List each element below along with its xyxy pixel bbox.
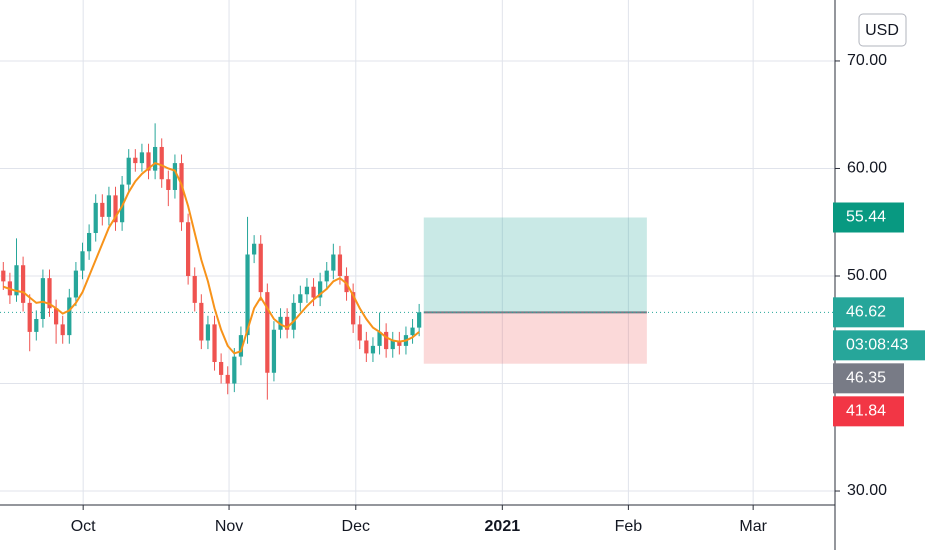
candle-body xyxy=(245,254,250,336)
candle-body xyxy=(238,335,244,357)
stop-zone xyxy=(423,312,647,364)
candle-body xyxy=(166,179,171,190)
candle-body xyxy=(271,329,277,373)
x-tick-label: Feb xyxy=(615,518,643,535)
candle-body xyxy=(384,331,389,350)
candle-body xyxy=(212,324,217,363)
candle-body xyxy=(351,292,356,325)
candle-body xyxy=(377,331,382,346)
candle-body xyxy=(304,286,310,295)
candle-body xyxy=(20,265,26,303)
x-tick-label: Nov xyxy=(215,518,243,535)
candle-body xyxy=(417,312,422,328)
candle-body xyxy=(199,302,204,341)
y-tick-label: 50.00 xyxy=(847,267,887,284)
price-label-box xyxy=(833,297,904,328)
price-label: 41.84 xyxy=(846,403,886,420)
y-tick-label: 70.00 xyxy=(847,52,887,69)
candle-body xyxy=(80,251,85,271)
price-label: 46.62 xyxy=(846,304,886,321)
currency-box[interactable] xyxy=(858,13,907,47)
plot xyxy=(0,123,835,400)
candle-body xyxy=(120,184,125,223)
candle-body xyxy=(67,297,72,336)
price-label-box xyxy=(833,330,925,361)
candle-body xyxy=(133,157,138,164)
candle-body xyxy=(186,222,191,276)
candle-body xyxy=(100,202,105,217)
price-label: 03:08:43 xyxy=(846,337,908,354)
candle-body xyxy=(53,308,59,325)
candle-body xyxy=(1,270,6,282)
candle-body xyxy=(232,356,237,384)
candle-body xyxy=(219,362,224,375)
candle-body xyxy=(370,345,376,354)
candle-body xyxy=(73,270,79,298)
candle-body xyxy=(179,163,184,223)
grid xyxy=(0,0,835,505)
candle-body xyxy=(265,292,270,373)
candle-body xyxy=(291,302,296,330)
candle-body xyxy=(252,243,257,255)
candle-body xyxy=(34,318,39,332)
candle-body xyxy=(146,152,151,171)
candle-body xyxy=(410,327,415,336)
price-label-box xyxy=(833,363,904,394)
candle-body xyxy=(47,278,52,309)
candle-body xyxy=(285,316,290,330)
candle-body xyxy=(364,340,369,354)
candle-body xyxy=(357,324,362,341)
candle-body xyxy=(192,275,197,303)
candle-body xyxy=(60,324,65,336)
candle-body xyxy=(40,278,46,319)
candle-body xyxy=(14,265,19,296)
candle-body xyxy=(331,254,336,271)
candle-body xyxy=(397,340,402,346)
candle-body xyxy=(390,340,395,350)
candle-body xyxy=(153,146,158,171)
candle-body xyxy=(298,294,303,303)
candle-body xyxy=(126,157,131,185)
axes: 30.0040.0050.0060.0070.00OctNovDec2021Fe… xyxy=(71,52,925,535)
candle-body xyxy=(205,324,211,341)
candle-body xyxy=(324,270,329,282)
candle-body xyxy=(139,152,145,164)
price-label-box xyxy=(833,396,904,427)
price-label: 55.44 xyxy=(846,209,886,226)
candle-body xyxy=(318,281,323,298)
candle-body xyxy=(86,232,92,252)
candle-body xyxy=(113,195,118,223)
candle-body xyxy=(93,202,98,233)
candle-body xyxy=(159,146,164,180)
candle-body xyxy=(337,254,343,276)
candle-body xyxy=(106,195,112,217)
y-tick-label: 30.00 xyxy=(847,482,887,499)
candle-body xyxy=(172,163,178,190)
price-label-box xyxy=(833,202,904,233)
candle-body xyxy=(225,374,230,384)
x-tick-label: Oct xyxy=(71,518,96,535)
price-label: 46.35 xyxy=(846,370,886,387)
x-tick-label: Mar xyxy=(739,518,767,535)
candle-body xyxy=(27,302,32,332)
x-tick-label: 2021 xyxy=(485,518,521,535)
currency[interactable]: USD xyxy=(865,22,899,39)
candle-body xyxy=(311,286,316,298)
x-tick-label: Dec xyxy=(342,518,370,535)
y-tick-label: 60.00 xyxy=(847,160,887,177)
candle-body xyxy=(258,243,263,293)
moving-average xyxy=(2,161,420,355)
target-zone xyxy=(423,217,647,313)
